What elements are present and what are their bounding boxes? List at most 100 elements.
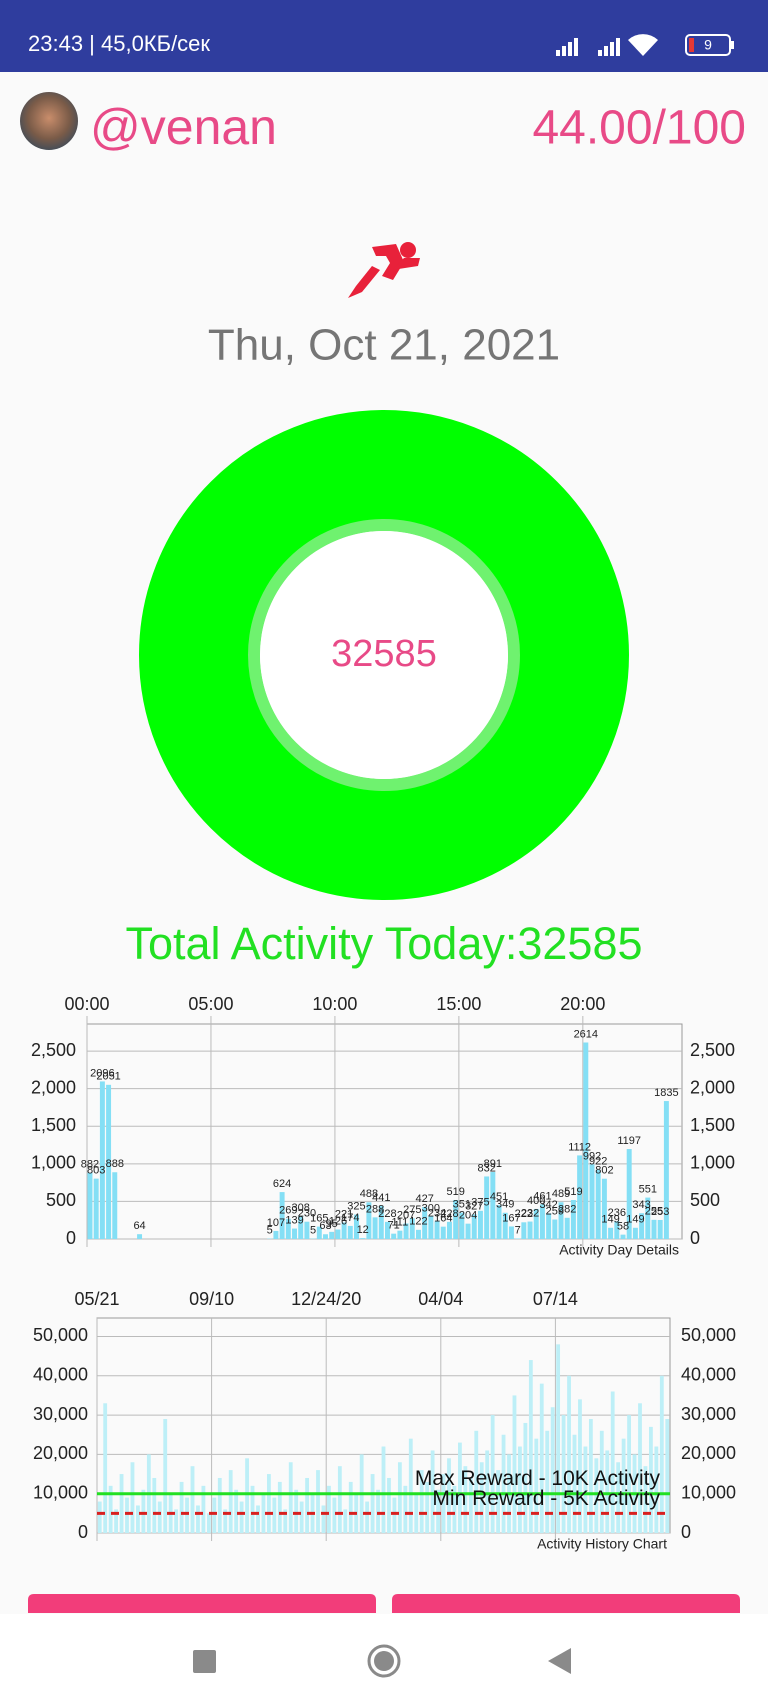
battery-text: 9 <box>704 37 712 53</box>
battery-tip <box>731 41 734 49</box>
bar <box>381 1446 386 1533</box>
y2-tick-label: 500 <box>690 1190 720 1210</box>
bar <box>385 1221 390 1239</box>
data-label: 832 <box>477 1162 495 1174</box>
button[interactable] <box>28 1594 376 1613</box>
data-label: 802 <box>595 1165 613 1177</box>
bar <box>323 1234 328 1239</box>
data-label: 803 <box>87 1165 105 1177</box>
y2-tick-label: 10,000 <box>681 1482 736 1502</box>
bar <box>305 1477 310 1533</box>
y-tick-label: 10,000 <box>33 1482 88 1502</box>
bar <box>206 1513 211 1533</box>
bar <box>518 1446 522 1533</box>
bar <box>515 1238 521 1239</box>
data-label: 1197 <box>617 1135 641 1147</box>
bar <box>332 1497 337 1533</box>
bar <box>391 1233 397 1239</box>
data-label: 165 <box>310 1213 328 1225</box>
total-activity: Total Activity Today:32585 <box>126 918 643 969</box>
bar <box>663 1101 669 1239</box>
y-tick-label: 0 <box>78 1522 88 1542</box>
data-label: 164 <box>434 1213 452 1225</box>
ring-inner-edge <box>248 519 520 791</box>
bar <box>106 1084 112 1239</box>
data-label: 228 <box>378 1208 396 1220</box>
y2-tick-label: 1,500 <box>690 1115 735 1135</box>
bar <box>572 1434 577 1533</box>
bar <box>425 1481 430 1533</box>
y-tick-label: 1,000 <box>31 1153 76 1173</box>
bar <box>558 1202 564 1239</box>
nav-recents[interactable] <box>193 1650 216 1673</box>
data-label: 222 <box>515 1208 533 1220</box>
bar <box>422 1206 428 1239</box>
data-label: 891 <box>484 1158 502 1170</box>
avatar[interactable] <box>20 92 78 150</box>
bar <box>335 1229 341 1239</box>
bar <box>266 1474 271 1533</box>
bar <box>521 1222 527 1239</box>
x-tick-label: 04/04 <box>418 1289 463 1309</box>
bar <box>627 1415 631 1533</box>
bar <box>288 1462 293 1533</box>
nav-home[interactable] <box>367 1644 401 1678</box>
bar <box>534 1438 539 1533</box>
bar <box>550 1407 555 1533</box>
bar <box>103 1403 108 1533</box>
bar <box>403 1223 409 1239</box>
battery <box>685 34 731 56</box>
data-label: 922 <box>589 1156 607 1168</box>
bar <box>250 1485 255 1533</box>
data-label: 232 <box>521 1207 539 1219</box>
y-tick-label: 0 <box>66 1228 76 1248</box>
bar <box>632 1227 638 1239</box>
bar <box>508 1226 514 1239</box>
y-tick-label: 30,000 <box>33 1404 88 1424</box>
bar <box>471 1214 477 1239</box>
data-label: 122 <box>409 1216 427 1228</box>
y-tick-label: 40,000 <box>33 1365 88 1385</box>
bar <box>261 1493 266 1533</box>
bar <box>589 1164 595 1239</box>
bar <box>256 1505 260 1533</box>
bar <box>428 1216 434 1239</box>
nav-back[interactable] <box>548 1648 571 1674</box>
bar <box>477 1210 483 1239</box>
data-label: 95 <box>326 1218 338 1230</box>
y2-tick-label: 2,500 <box>690 1040 735 1060</box>
bar <box>434 1221 440 1239</box>
data-label: 58 <box>617 1221 629 1233</box>
data-label: 174 <box>341 1212 359 1224</box>
chart-annotation: Activity Day Details <box>559 1242 679 1258</box>
bar <box>567 1375 571 1533</box>
data-label: 992 <box>583 1150 601 1162</box>
bar <box>329 1231 335 1239</box>
bar <box>321 1505 326 1533</box>
signal-icons <box>556 34 658 56</box>
bar <box>234 1489 239 1533</box>
bar <box>343 1509 348 1533</box>
y-tick-label: 50,000 <box>33 1325 88 1345</box>
data-label: 519 <box>446 1186 464 1198</box>
data-label: 451 <box>490 1191 508 1203</box>
bar <box>408 1438 413 1533</box>
reference-label: Max Reward - 10K Activity <box>415 1467 661 1490</box>
bar <box>595 1169 601 1239</box>
bar <box>552 1219 558 1239</box>
data-label: 253 <box>651 1206 669 1218</box>
y-tick-label: 20,000 <box>33 1443 88 1463</box>
bar <box>561 1415 566 1533</box>
bar <box>502 1212 508 1239</box>
data-label: 2096 <box>90 1067 114 1079</box>
bar <box>125 1497 129 1533</box>
x-tick-label: 07/14 <box>533 1289 578 1309</box>
bar <box>376 1489 380 1533</box>
data-label: 12 <box>357 1224 369 1236</box>
bar <box>440 1226 446 1239</box>
data-label: 1835 <box>654 1087 678 1099</box>
bar <box>601 1178 607 1239</box>
bar <box>523 1422 528 1533</box>
button[interactable] <box>392 1594 740 1613</box>
